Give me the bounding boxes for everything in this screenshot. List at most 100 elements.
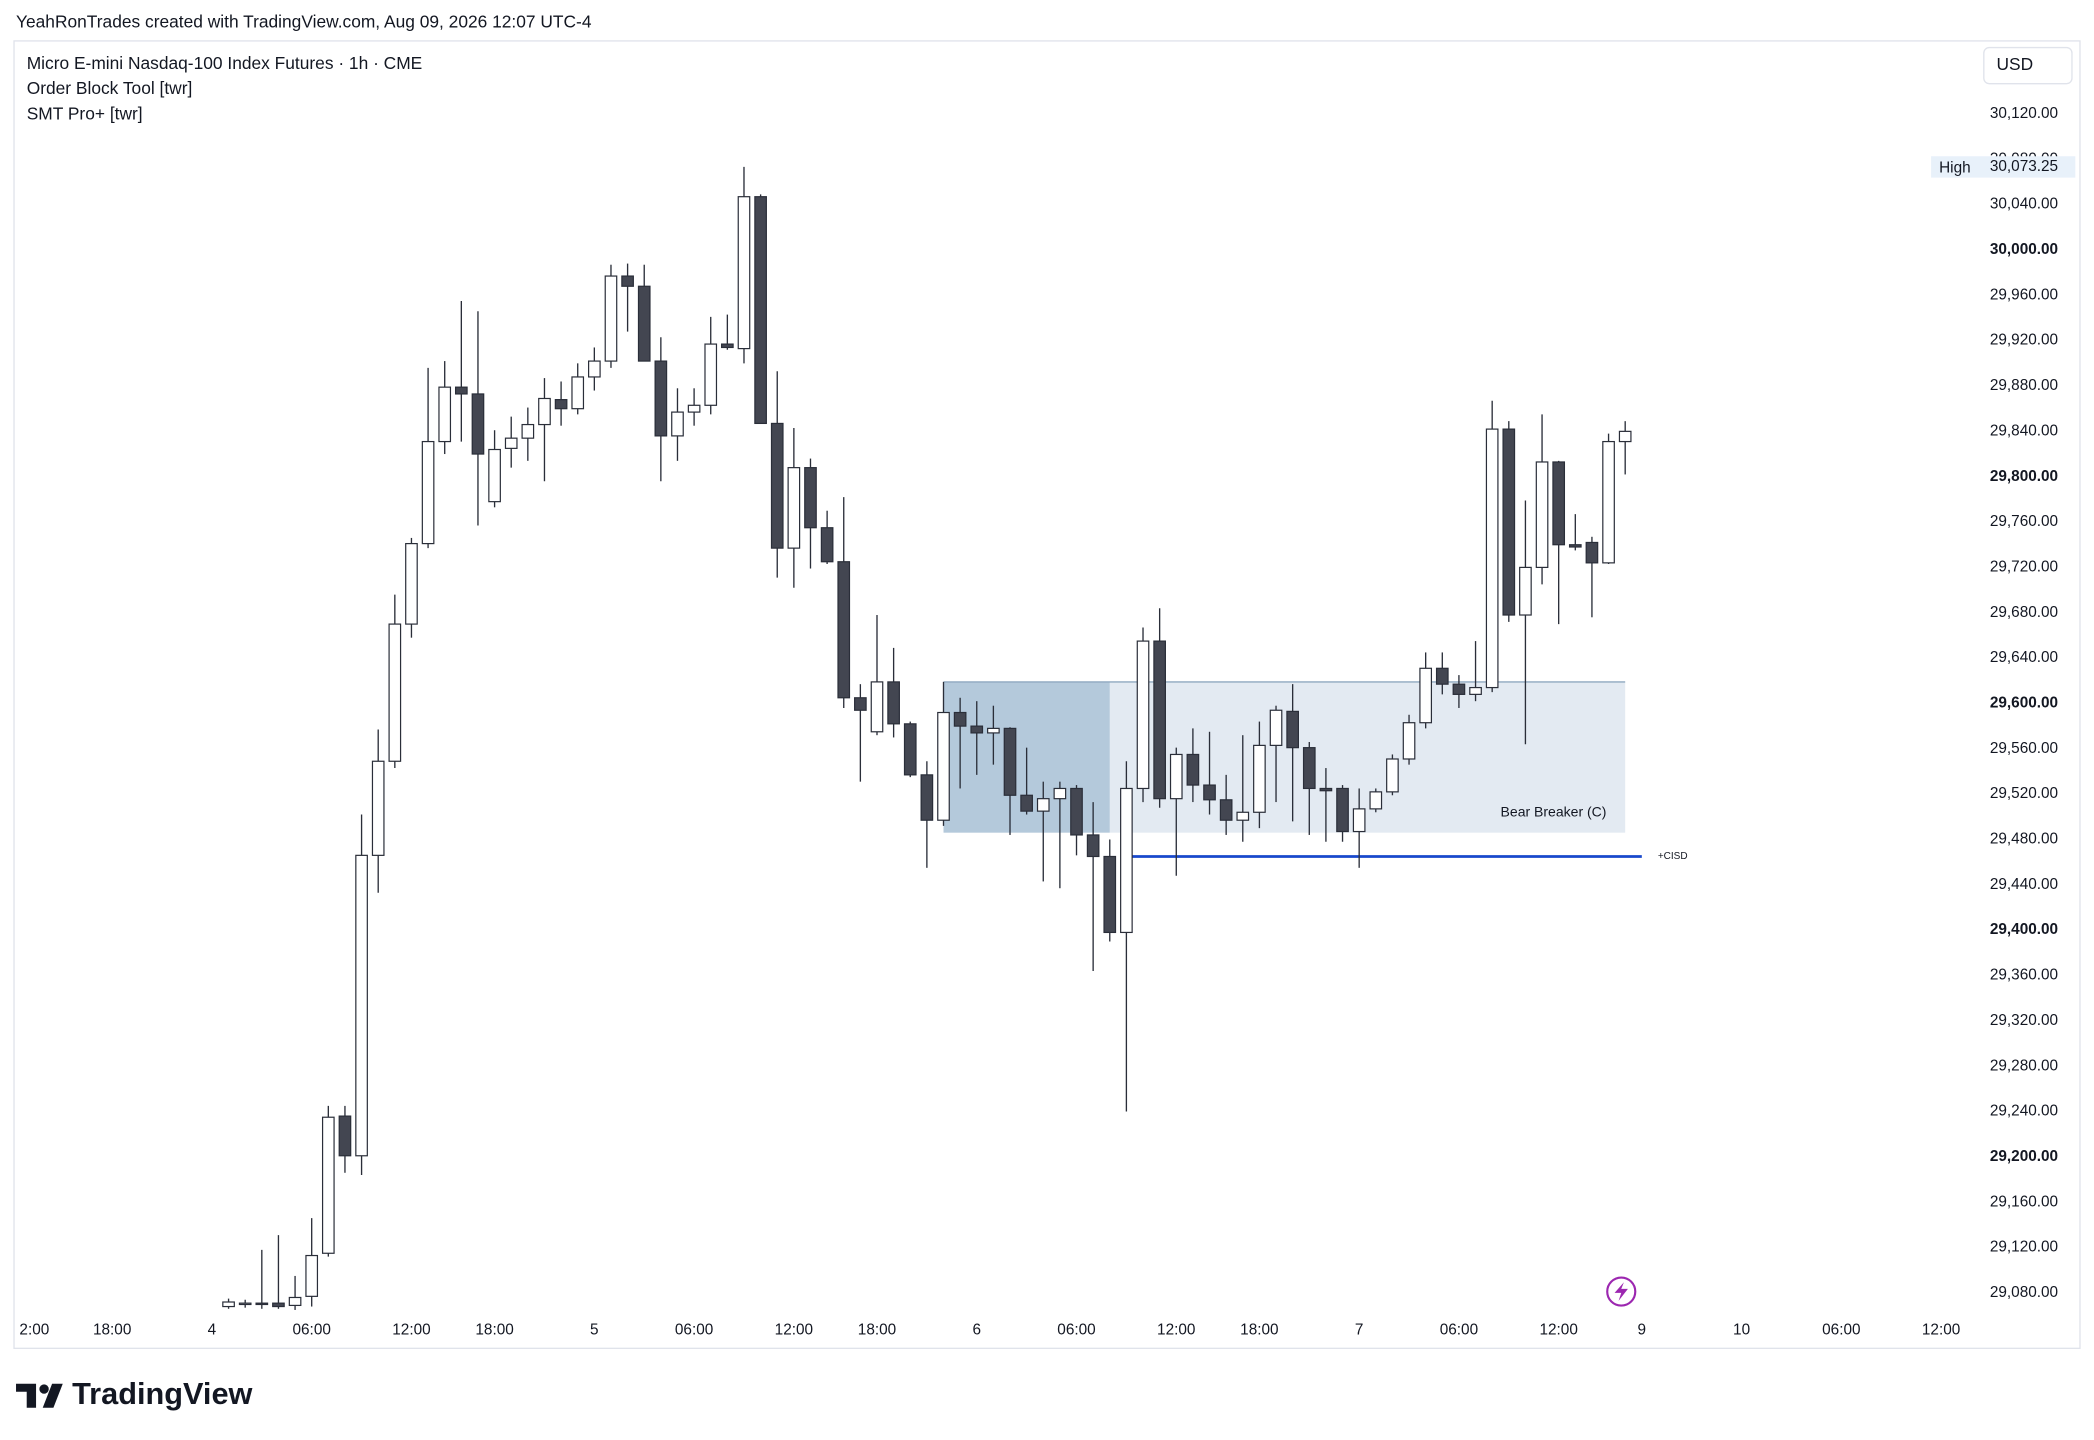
candle-body <box>1286 710 1300 749</box>
y-tick-label: 29,640.00 <box>1990 649 2058 666</box>
x-tick-label: 06:00 <box>1822 1321 1860 1338</box>
x-tick-label: 18:00 <box>93 1321 131 1338</box>
candle-body <box>538 397 551 426</box>
y-tick-label: 29,320.00 <box>1990 1012 2058 1029</box>
y-tick-label: 29,480.00 <box>1990 831 2058 848</box>
candle-body <box>1402 722 1416 760</box>
x-tick-label: 12:00 <box>775 1321 813 1338</box>
candle-body <box>1419 667 1433 724</box>
candle-body <box>1319 787 1333 792</box>
currency-button[interactable] <box>1983 46 2073 85</box>
candle-body <box>1236 811 1250 821</box>
y-tick-label: 30,040.00 <box>1990 196 2058 213</box>
candle-body <box>1103 855 1117 934</box>
candle-body <box>1136 640 1150 790</box>
indicator-label: SMT Pro+ [twr] <box>27 104 143 124</box>
chart-title: Micro E-mini Nasdaq-100 Index Futures · … <box>27 53 423 73</box>
indicator-label: Order Block Tool [twr] <box>27 78 193 98</box>
candle-body <box>721 343 734 349</box>
candle-body <box>787 467 801 549</box>
y-tick-label: 29,400.00 <box>1990 921 2058 938</box>
x-tick-label: 7 <box>1355 1321 1364 1338</box>
candle-body <box>488 448 501 503</box>
candle-body <box>754 196 767 425</box>
y-tick-label: 29,360.00 <box>1990 967 2058 984</box>
candle-body <box>1336 787 1349 833</box>
candle-body <box>554 399 568 410</box>
candle-body <box>338 1115 352 1157</box>
brand-name: TradingView <box>72 1376 252 1411</box>
y-tick-label: 30,000.00 <box>1990 241 2058 258</box>
candle-body <box>953 711 967 727</box>
candle-body <box>355 854 368 1157</box>
candle-body <box>687 404 701 413</box>
candle-body <box>1469 686 1482 695</box>
x-tick-label: 06:00 <box>1440 1321 1478 1338</box>
y-tick-label: 29,800.00 <box>1990 468 2058 485</box>
candle-body <box>1003 727 1017 796</box>
candle-body <box>737 196 751 350</box>
candle-body <box>837 561 851 699</box>
high-label: High <box>1939 159 1971 176</box>
candle-body <box>804 467 817 529</box>
x-tick-label: 06:00 <box>1057 1321 1095 1338</box>
y-tick-label: 29,160.00 <box>1990 1193 2058 1210</box>
candle-body <box>1602 440 1615 564</box>
candle-body <box>238 1302 252 1306</box>
x-tick-label: 2:00 <box>19 1321 49 1338</box>
alert-icon[interactable] <box>1606 1276 1637 1307</box>
candle-body <box>405 542 418 625</box>
candle-body <box>1618 430 1632 443</box>
candle-body <box>654 360 668 437</box>
candle-body <box>1020 794 1033 812</box>
candle-body <box>1269 709 1283 746</box>
y-tick-label: 29,080.00 <box>1990 1284 2058 1301</box>
x-tick-label: 12:00 <box>1539 1321 1577 1338</box>
x-tick-label: 12:00 <box>1157 1321 1195 1338</box>
zone-label: Bear Breaker (C) <box>1501 803 1607 819</box>
candle-body <box>887 681 900 725</box>
candle-body <box>1485 428 1499 689</box>
y-tick-label: 29,560.00 <box>1990 740 2058 757</box>
x-tick-label: 9 <box>1638 1321 1647 1338</box>
currency-label[interactable]: USD <box>1997 54 2034 74</box>
candle-body <box>1452 683 1466 695</box>
y-tick-label: 29,600.00 <box>1990 695 2058 712</box>
candle-body <box>471 393 485 455</box>
candle-body <box>1036 798 1050 812</box>
y-tick-label: 29,200.00 <box>1990 1148 2058 1165</box>
candle-body <box>1568 544 1582 548</box>
candle-body <box>388 623 402 762</box>
candle-body <box>1053 787 1067 800</box>
candle-body <box>272 1302 285 1308</box>
candle-body <box>521 423 535 439</box>
plot-area: Bear Breaker (C)+CISD30,120.0030,080.003… <box>19 105 2076 1338</box>
x-tick-label: 06:00 <box>675 1321 713 1338</box>
candle-body <box>1435 667 1449 685</box>
x-tick-label: 5 <box>590 1321 599 1338</box>
y-tick-label: 29,880.00 <box>1990 377 2058 394</box>
candle-body <box>288 1296 302 1307</box>
candle-body <box>571 376 585 410</box>
candle-body <box>604 275 618 362</box>
candle-body <box>1219 799 1233 821</box>
candle-body <box>1203 784 1216 801</box>
y-tick-label: 29,760.00 <box>1990 513 2058 530</box>
candle-body <box>1070 787 1083 836</box>
candle-body <box>1253 744 1266 813</box>
candle-body <box>454 386 468 395</box>
candle-body <box>770 422 784 549</box>
candle-body <box>1352 808 1366 833</box>
candle-body <box>1120 787 1133 934</box>
x-tick-label: 12:00 <box>392 1321 430 1338</box>
candle-body <box>1502 428 1516 616</box>
candle-body <box>1153 640 1166 800</box>
high-value: 30,073.25 <box>1990 158 2058 175</box>
x-tick-label: 18:00 <box>1240 1321 1278 1338</box>
x-tick-label: 10 <box>1733 1321 1750 1338</box>
cisd-label: +CISD <box>1658 851 1688 862</box>
candle-body <box>937 711 950 821</box>
candle-body <box>820 527 834 563</box>
